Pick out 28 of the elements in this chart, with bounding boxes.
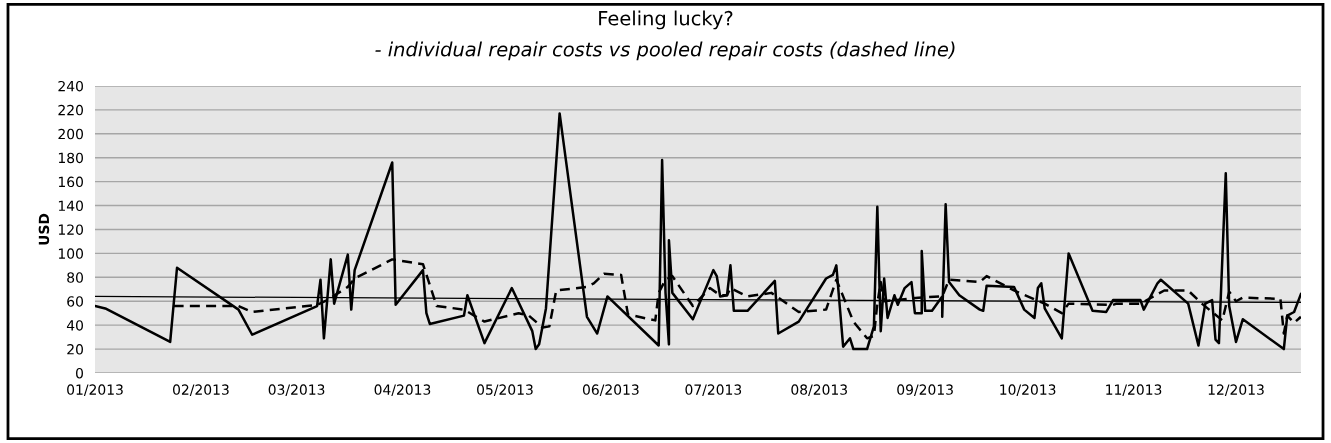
x-tick-label: 06/2013 <box>582 384 639 396</box>
y-tick-label: 0 <box>76 367 83 379</box>
x-tick-label: 03/2013 <box>268 384 325 396</box>
x-tick-label: 04/2013 <box>374 384 431 396</box>
x-tick-label: 12/2013 <box>1208 384 1264 396</box>
chart-subtitle: - individual repair costs vs pooled repair costs (dashed line) <box>375 41 955 61</box>
y-tick-label: 20 <box>67 344 83 355</box>
x-tick-label: 05/2013 <box>477 384 533 396</box>
y-axis-title: USD <box>38 213 50 245</box>
y-tick-label: 200 <box>58 128 83 140</box>
y-tick-label: 120 <box>58 224 83 235</box>
y-tick-label: 240 <box>58 80 83 92</box>
x-tick-label: 11/2013 <box>1106 384 1162 396</box>
x-tick-label: 01/2013 <box>67 384 123 396</box>
x-tick-label: 07/2013 <box>685 384 742 396</box>
y-tick-label: 60 <box>67 296 83 307</box>
y-tick-label: 140 <box>58 200 83 212</box>
y-tick-label: 40 <box>66 320 83 331</box>
x-tick-label: 02/2013 <box>173 384 229 396</box>
x-tick-label: 08/2013 <box>791 384 847 396</box>
chart-title: Feeling lucky? <box>599 10 733 30</box>
x-tick-label: 10/2013 <box>1000 384 1056 396</box>
y-tick-label: 100 <box>58 248 83 259</box>
y-tick-label: 80 <box>67 272 83 283</box>
x-tick-label: 09/2013 <box>897 384 953 396</box>
y-tick-label: 180 <box>58 152 83 164</box>
y-tick-label: 160 <box>58 176 83 188</box>
y-tick-label: 220 <box>58 104 83 116</box>
